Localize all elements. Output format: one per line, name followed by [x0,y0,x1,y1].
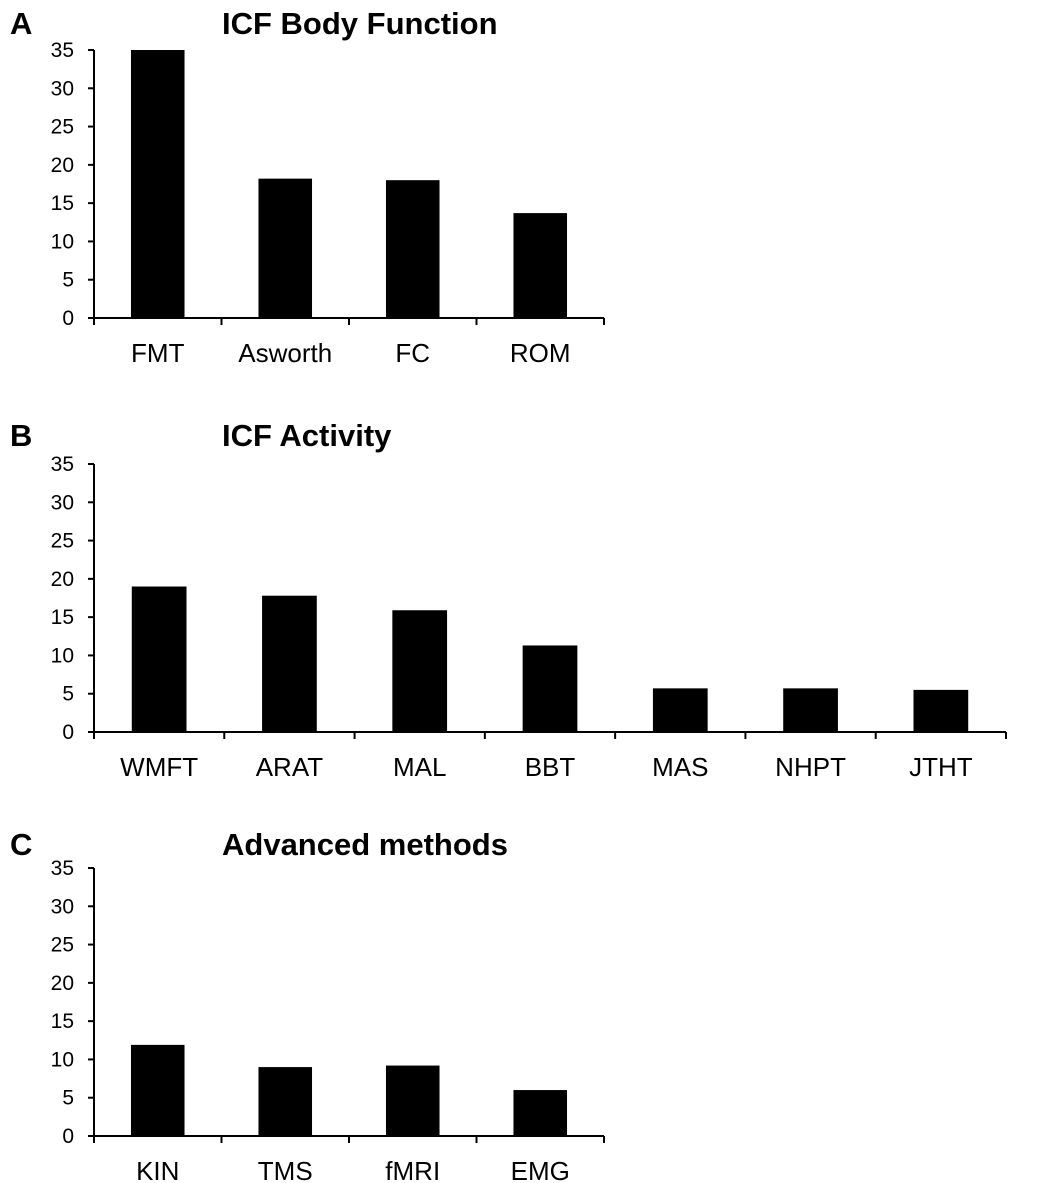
y-tick-label: 30 [51,895,74,918]
y-tick-label: 30 [51,77,74,100]
x-category-label: NHPT [775,752,846,782]
y-tick-label: 25 [51,116,74,139]
y-tick-label: 25 [51,530,74,553]
bar-jtht [913,689,969,732]
bar-emg [513,1090,568,1136]
y-tick-label: 25 [51,934,74,957]
y-tick-label: 15 [51,1010,74,1033]
y-tick-label: 20 [51,568,74,591]
panel-letter: C [10,827,32,862]
y-tick-label: 5 [62,269,74,292]
x-category-label: BBT [525,752,576,782]
x-category-label: KIN [136,1156,179,1183]
x-category-label: TMS [258,1156,313,1183]
panel-letter: B [10,418,32,453]
chart-title: ICF Activity [222,418,392,453]
y-tick-label: 15 [51,606,74,629]
y-tick-label: 35 [51,857,74,880]
x-category-label: ARAT [256,752,324,782]
x-category-label: fMRI [385,1156,440,1183]
y-tick-label: 10 [51,230,74,253]
x-category-label: MAL [393,752,446,782]
chart-panel-b: B ICF Activity 0 5 10 15 20 25 30 35 WMFT ARAT MAL BB… [10,418,1007,782]
bar-bbt [522,645,578,732]
y-tick-label: 5 [62,1087,74,1110]
x-category-label: FC [395,338,430,368]
bar-fmri [385,1065,440,1136]
y-tick-label: 20 [51,154,74,177]
y-tick-label: 20 [51,972,74,995]
bar-wmft [131,586,187,732]
chart-panel-a: A ICF Body Function 0 5 10 15 20 25 30 35 FMT Aswor… [10,6,605,368]
bar-mal [392,610,448,732]
x-category-label: WMFT [120,752,198,782]
bar-tms [258,1067,313,1136]
y-tick-label: 0 [62,1125,74,1148]
y-tick-label: 0 [62,307,74,330]
bar-fmt [130,50,185,318]
y-tick-label: 0 [62,721,74,744]
x-category-label: MAS [652,752,708,782]
x-category-label: JTHT [909,752,973,782]
x-category-label: Asworth [238,338,332,368]
x-category-label: ROM [510,338,571,368]
panel-letter: A [10,6,32,41]
y-tick-label: 35 [51,39,74,62]
y-tick-label: 10 [51,1048,74,1071]
bar-rom [513,213,568,318]
bar-arat [262,595,317,732]
y-tick-label: 5 [62,683,74,706]
y-tick-label: 10 [51,644,74,667]
chart-panel-c: C Advanced methods 0 5 10 15 20 25 30 35 KIN TMS fMR… [10,827,605,1183]
bar-asworth [258,178,313,318]
x-category-label: FMT [131,338,185,368]
chart-title: Advanced methods [222,827,508,862]
bar-fc [385,180,440,318]
chart-title: ICF Body Function [222,6,498,41]
y-tick-label: 15 [51,192,74,215]
y-tick-label: 35 [51,453,74,476]
bar-nhpt [783,688,838,732]
x-category-label: EMG [511,1156,570,1183]
bar-mas [652,688,708,732]
y-tick-label: 30 [51,491,74,514]
bar-kin [130,1044,185,1136]
